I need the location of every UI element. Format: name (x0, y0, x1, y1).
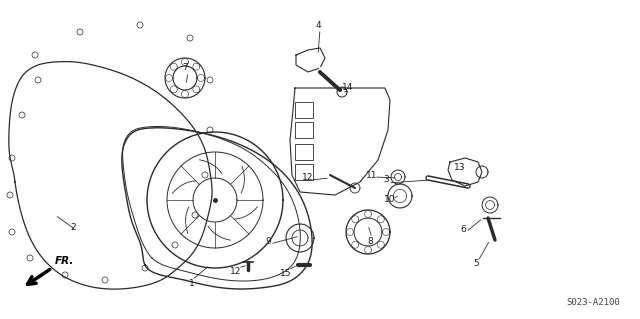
Text: 2: 2 (70, 222, 76, 232)
Text: 10: 10 (384, 196, 396, 204)
Bar (295, 144, 313, 160)
Text: 5: 5 (473, 259, 479, 269)
Text: 1: 1 (189, 278, 195, 287)
Text: 14: 14 (342, 83, 354, 92)
Text: 9: 9 (265, 238, 271, 247)
Bar (295, 164, 313, 180)
Text: 12: 12 (230, 266, 242, 276)
Text: 7: 7 (182, 63, 188, 72)
Text: 12: 12 (302, 174, 314, 182)
Text: 8: 8 (367, 236, 373, 246)
Text: S023-A2100: S023-A2100 (566, 298, 620, 307)
Text: 6: 6 (460, 225, 466, 234)
Text: 4: 4 (315, 21, 321, 31)
Bar (295, 122, 313, 138)
Bar (295, 102, 313, 118)
Text: FR.: FR. (55, 256, 74, 266)
Text: 13: 13 (454, 162, 466, 172)
Text: 11: 11 (366, 170, 378, 180)
Text: 3: 3 (383, 175, 389, 184)
Text: 15: 15 (280, 269, 292, 278)
